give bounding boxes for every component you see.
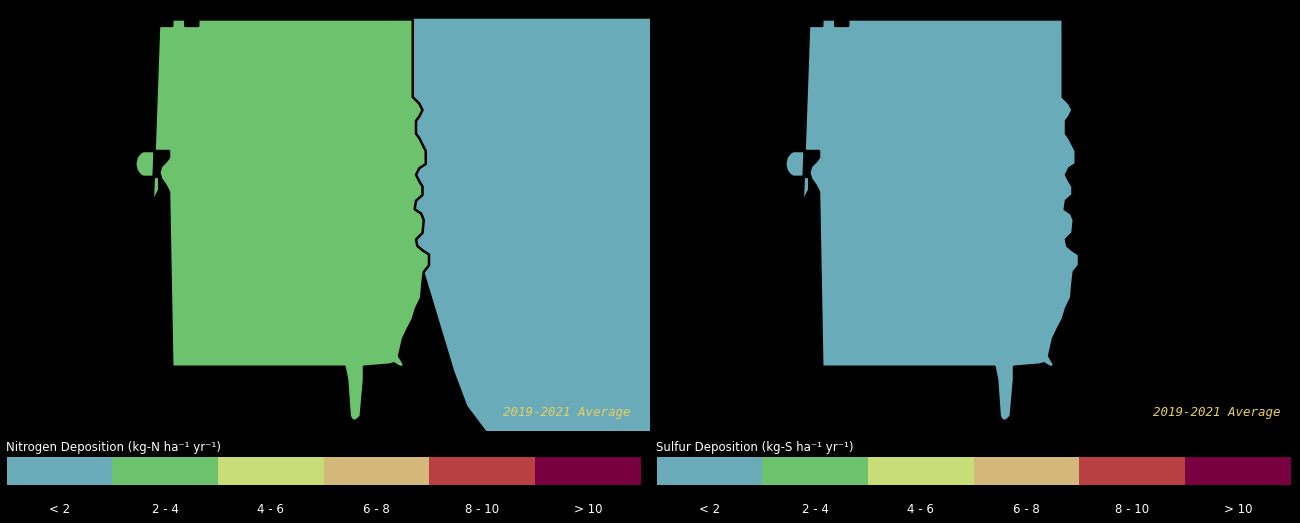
Text: Nitrogen Deposition (kg-N ha⁻¹ yr⁻¹): Nitrogen Deposition (kg-N ha⁻¹ yr⁻¹) bbox=[6, 441, 221, 454]
Polygon shape bbox=[413, 19, 650, 431]
Text: 4 - 6: 4 - 6 bbox=[257, 503, 285, 516]
Text: < 2: < 2 bbox=[699, 503, 720, 516]
Text: 6 - 8: 6 - 8 bbox=[363, 503, 390, 516]
Text: < 2: < 2 bbox=[49, 503, 70, 516]
Bar bbox=[536, 457, 641, 485]
Bar bbox=[1186, 457, 1291, 485]
Text: 4 - 6: 4 - 6 bbox=[907, 503, 935, 516]
Bar bbox=[762, 457, 868, 485]
Text: > 10: > 10 bbox=[573, 503, 602, 516]
Bar bbox=[6, 457, 112, 485]
Polygon shape bbox=[135, 19, 429, 420]
Text: 2019-2021 Average: 2019-2021 Average bbox=[1153, 405, 1280, 418]
Text: Sulfur Deposition (kg-S ha⁻¹ yr⁻¹): Sulfur Deposition (kg-S ha⁻¹ yr⁻¹) bbox=[656, 441, 854, 454]
Text: 2 - 4: 2 - 4 bbox=[802, 503, 828, 516]
Text: 8 - 10: 8 - 10 bbox=[465, 503, 499, 516]
Text: 6 - 8: 6 - 8 bbox=[1013, 503, 1040, 516]
Text: 2019-2021 Average: 2019-2021 Average bbox=[503, 405, 630, 418]
Text: 2 - 4: 2 - 4 bbox=[152, 503, 178, 516]
Bar bbox=[112, 457, 218, 485]
Bar bbox=[1079, 457, 1186, 485]
Bar bbox=[218, 457, 324, 485]
Bar bbox=[868, 457, 974, 485]
Bar bbox=[656, 457, 762, 485]
Bar bbox=[974, 457, 1079, 485]
Polygon shape bbox=[785, 19, 1079, 420]
Bar bbox=[429, 457, 536, 485]
Bar bbox=[324, 457, 429, 485]
Text: 8 - 10: 8 - 10 bbox=[1115, 503, 1149, 516]
Text: > 10: > 10 bbox=[1223, 503, 1252, 516]
